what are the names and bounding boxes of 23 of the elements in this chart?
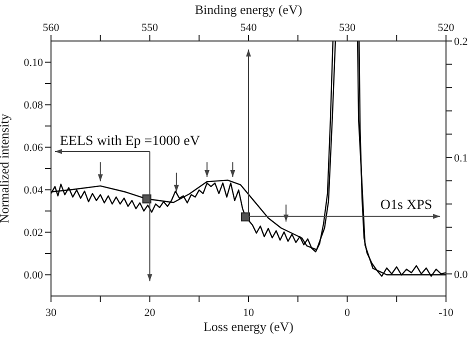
y-tick-label: 0.00: [24, 270, 44, 282]
x-tick-label: 20: [144, 307, 156, 319]
x2-tick-label: 550: [142, 22, 158, 34]
x2-tick-label: 520: [438, 22, 455, 34]
x-tick-label: -10: [438, 307, 454, 319]
x-axis-title: Loss energy (eV): [203, 319, 294, 334]
x-tick-label: 10: [243, 307, 254, 319]
x-tick-label: 30: [46, 307, 57, 319]
y-tick-label: 0.04: [24, 184, 44, 197]
annotation: EELS with Ep =1000 eV: [60, 134, 200, 150]
y2-tick-label: 0.0: [454, 268, 468, 281]
y-tick-label: 0.08: [24, 100, 44, 112]
y-tick-label: 0.06: [24, 142, 44, 154]
y2-tick-label: 0.1: [454, 152, 468, 164]
x2-tick-label: 530: [339, 22, 356, 34]
y2-tick-label: 0.2: [454, 36, 468, 48]
x2-axis-title: Binding energy (eV): [194, 2, 302, 17]
x2-tick-label: 540: [240, 22, 258, 34]
x2-tick-label: 560: [42, 22, 60, 34]
annotation: O1s XPS: [380, 198, 432, 213]
y-tick-label: 0.10: [24, 57, 44, 70]
y-tick-label: 0.02: [24, 227, 43, 240]
x-tick-label: 0: [344, 307, 350, 319]
